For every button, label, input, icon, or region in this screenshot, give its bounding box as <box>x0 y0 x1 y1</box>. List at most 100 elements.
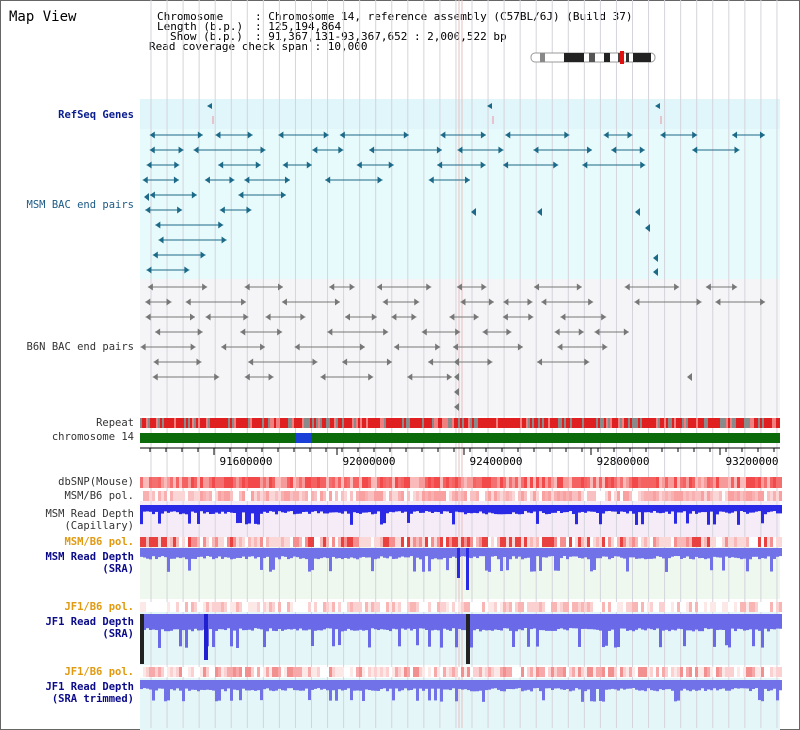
msm-depth-cap-bar <box>344 505 347 512</box>
b6n-bac-pair-end <box>197 328 203 336</box>
jf1-pol-cell <box>233 602 236 612</box>
b6n-bac-pair-end <box>557 343 563 351</box>
repeat-block <box>402 418 404 428</box>
dbsnp-cell <box>506 477 509 488</box>
msm-depth-cap-bar <box>557 505 560 512</box>
jf1-depth-sra-bar <box>224 614 227 631</box>
msm-pol2-cell <box>494 537 497 547</box>
jf1-depth-sra-bar <box>254 614 257 629</box>
repeat-block <box>546 418 548 428</box>
msm-depth-cap-bar <box>443 505 446 512</box>
repeat-block <box>392 418 394 428</box>
msm-pol2-cell <box>770 537 773 547</box>
dbsnp-cell <box>482 477 485 488</box>
msm-pol2-cell <box>209 537 212 547</box>
msm-pol2-cell <box>269 537 272 547</box>
repeat-block <box>526 418 528 428</box>
msm-depth-sra-bar <box>674 548 677 557</box>
jf1-pol2-cell <box>422 667 425 677</box>
msm-depth-cap-bar <box>290 505 293 512</box>
b6n-bac-end <box>454 388 459 396</box>
msm-pol2-cell <box>179 537 182 547</box>
repeat-block <box>168 418 170 428</box>
jf1-depth-sra-bar <box>761 614 764 648</box>
msm-pol2-cell <box>560 537 563 547</box>
jf1-depth-trim-bar <box>623 680 626 690</box>
msm-depth-cap-bar <box>560 505 563 514</box>
repeat-block <box>586 418 588 428</box>
repeat-block <box>770 418 772 428</box>
msm-pol-cell <box>500 491 503 501</box>
track-label-msm-bac[interactable]: MSM BAC end pairs <box>26 199 134 211</box>
jf1-pol2-cell <box>455 667 458 677</box>
msm-depth-cap-bar <box>671 505 674 512</box>
jf1-depth-trim-bar <box>464 680 467 690</box>
msm-depth-sra-bar <box>167 548 170 572</box>
msm-pol-cell <box>497 491 500 501</box>
dbsnp-cell <box>491 477 494 488</box>
jf1-depth-sra-bar <box>431 614 434 631</box>
msm-pol-cell <box>419 491 422 501</box>
jf1-depth-sra-bar <box>233 614 236 631</box>
msm-pol2-cell <box>434 537 437 547</box>
msm-depth-cap-bar <box>455 505 458 512</box>
axis-tick-label: 93200000 <box>726 455 779 468</box>
jf1-pol2-cell <box>224 667 227 677</box>
jf1-pol2-cell <box>584 667 587 677</box>
track-label-b6n-bac[interactable]: B6N BAC end pairs <box>26 341 134 353</box>
jf1-pol-cell <box>491 602 494 612</box>
msm-depth-cap-bar <box>452 505 455 525</box>
dbsnp-cell <box>635 477 638 488</box>
jf1-pol2-cell <box>341 667 344 677</box>
msm-depth-cap-bar <box>680 505 683 513</box>
msm-pol2-cell <box>404 537 407 547</box>
repeat-block <box>552 418 554 428</box>
jf1-pol2-cell <box>593 667 596 677</box>
msm-depth-cap-bar <box>350 505 353 525</box>
jf1-depth-trim-bar <box>332 680 335 691</box>
msm-depth-sra-bar <box>182 548 185 558</box>
msm-pol2-cell <box>248 537 251 547</box>
jf1-pol2-cell <box>704 667 707 677</box>
msm-depth-sra-bar <box>698 548 701 559</box>
dbsnp-cell <box>764 477 767 488</box>
msm-depth-cap-bar <box>536 505 539 524</box>
repeat-block <box>436 418 438 428</box>
msm-bac-pair-end <box>660 131 666 139</box>
jf1-depth-sra-bar <box>641 614 644 630</box>
msm-depth-cap-bar <box>551 505 554 513</box>
b6n-bac-pair-end <box>145 298 151 306</box>
repeat-block <box>738 418 740 428</box>
msm-pol-cell <box>749 491 752 501</box>
b6n-bac-pair-end <box>294 343 300 351</box>
repeat-block <box>370 418 372 428</box>
dbsnp-cell <box>206 477 209 488</box>
msm-depth-cap-bar <box>194 505 197 513</box>
jf1-pol-cell <box>656 602 659 612</box>
jf1-depth-trim-bar <box>401 680 404 691</box>
msm-pol2-cell <box>578 537 581 547</box>
msm-bac-pair-end <box>436 146 442 154</box>
jf1-pol-cell <box>464 602 467 612</box>
track-label-refseq[interactable]: RefSeq Genes <box>58 109 134 121</box>
repeat-block <box>288 418 290 428</box>
msm-pol-cell <box>197 491 200 501</box>
jf1-depth-sra-bar <box>161 614 164 630</box>
msm-bac-pair-end <box>692 131 698 139</box>
jf1-depth-sra-bar <box>749 614 752 630</box>
jf1-depth-sra-bar <box>494 614 497 630</box>
repeat-block <box>558 418 560 428</box>
jf1-pol2-cell <box>512 667 515 677</box>
jf1-pol-cell <box>536 602 539 612</box>
msm-pol2-cell <box>488 537 491 547</box>
jf1-depth-trim-bar <box>422 680 425 691</box>
msm-depth-cap-bar <box>608 505 611 512</box>
repeat-block <box>548 418 550 428</box>
jf1-pol-cell <box>281 602 284 612</box>
repeat-block <box>230 418 232 428</box>
msm-pol-cell <box>329 491 332 501</box>
msm-pol2-cell <box>779 537 782 547</box>
jf1-depth-trim-bar <box>548 680 551 689</box>
jf1-pol-cell <box>311 602 314 612</box>
